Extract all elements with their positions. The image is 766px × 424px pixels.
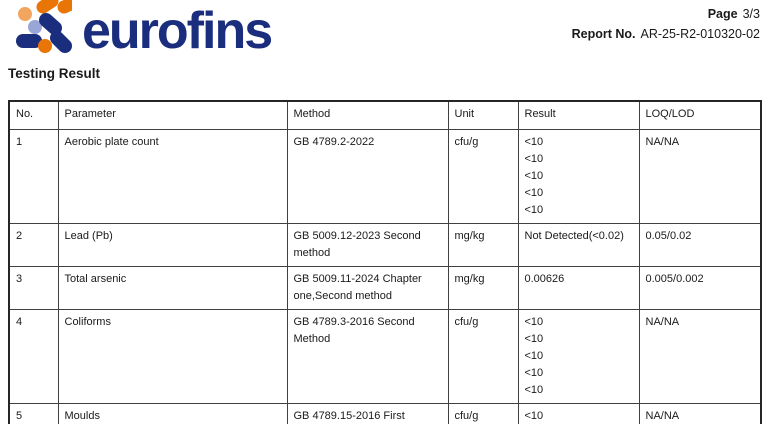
page-label: Page xyxy=(707,7,738,21)
cell-loqlod: NA/NA xyxy=(638,128,762,224)
cell-result: <10 <10 <10 <10 <10 xyxy=(517,308,640,404)
table-row: 4 Coliforms GB 4789.3-2016 Second Method… xyxy=(8,308,762,404)
cell-result: Not Detected(<0.02) xyxy=(517,222,640,267)
table-row: 2 Lead (Pb) GB 5009.12-2023 Second metho… xyxy=(8,222,762,267)
col-header-result: Result xyxy=(517,100,640,130)
cell-method: GB 4789.2-2022 xyxy=(286,128,449,224)
cell-result: <10 xyxy=(517,402,640,424)
cell-no: 5 xyxy=(8,402,59,424)
cell-no: 1 xyxy=(8,128,59,224)
page-report-block: Page 3/3 Report No. AR-25-R2-010320-02 xyxy=(572,4,760,44)
cell-parameter: Moulds xyxy=(57,402,288,424)
cell-method: GB 5009.12-2023 Second method xyxy=(286,222,449,267)
cell-result: 0.00626 xyxy=(517,265,640,310)
cell-result: <10 <10 <10 <10 <10 xyxy=(517,128,640,224)
eurofins-dots-icon xyxy=(16,0,72,53)
cell-method: GB 4789.15-2016 First method xyxy=(286,402,449,424)
table-row: 3 Total arsenic GB 5009.11-2024 Chapter … xyxy=(8,265,762,310)
cell-unit: cfu/g xyxy=(447,128,519,224)
report-no-value: AR-25-R2-010320-02 xyxy=(640,27,760,41)
cell-no: 3 xyxy=(8,265,59,310)
cell-loqlod: NA/NA xyxy=(638,402,762,424)
cell-loqlod: 0.005/0.002 xyxy=(638,265,762,310)
cell-loqlod: NA/NA xyxy=(638,308,762,404)
report-number-line: Report No. AR-25-R2-010320-02 xyxy=(572,24,760,44)
col-header-parameter: Parameter xyxy=(57,100,288,130)
cell-method: GB 4789.3-2016 Second Method xyxy=(286,308,449,404)
col-header-unit: Unit xyxy=(447,100,519,130)
cell-parameter: Coliforms xyxy=(57,308,288,404)
cell-no: 2 xyxy=(8,222,59,267)
eurofins-logo: eurofins xyxy=(8,0,273,61)
page-number-line: Page 3/3 xyxy=(572,4,760,24)
col-header-loqlod: LOQ/LOD xyxy=(638,100,762,130)
cell-method: GB 5009.11-2024 Chapter one,Second metho… xyxy=(286,265,449,310)
cell-parameter: Lead (Pb) xyxy=(57,222,288,267)
col-header-method: Method xyxy=(286,100,449,130)
cell-unit: cfu/g xyxy=(447,308,519,404)
cell-unit: mg/kg xyxy=(447,265,519,310)
table-header-row: No. Parameter Method Unit Result LOQ/LOD xyxy=(8,100,762,130)
cell-unit: mg/kg xyxy=(447,222,519,267)
table-row: 5 Moulds GB 4789.15-2016 First method cf… xyxy=(8,402,762,424)
page-value: 3/3 xyxy=(742,7,760,21)
cell-parameter: Total arsenic xyxy=(57,265,288,310)
cell-no: 4 xyxy=(8,308,59,404)
report-no-label: Report No. xyxy=(571,27,636,41)
page-title: Testing Result xyxy=(8,66,101,81)
col-header-no: No. xyxy=(8,100,59,130)
cell-parameter: Aerobic plate count xyxy=(57,128,288,224)
cell-unit: cfu/g xyxy=(447,402,519,424)
testing-result-table: No. Parameter Method Unit Result LOQ/LOD… xyxy=(8,100,762,424)
eurofins-wordmark: eurofins xyxy=(82,2,273,61)
cell-loqlod: 0.05/0.02 xyxy=(638,222,762,267)
table-row: 1 Aerobic plate count GB 4789.2-2022 cfu… xyxy=(8,128,762,224)
